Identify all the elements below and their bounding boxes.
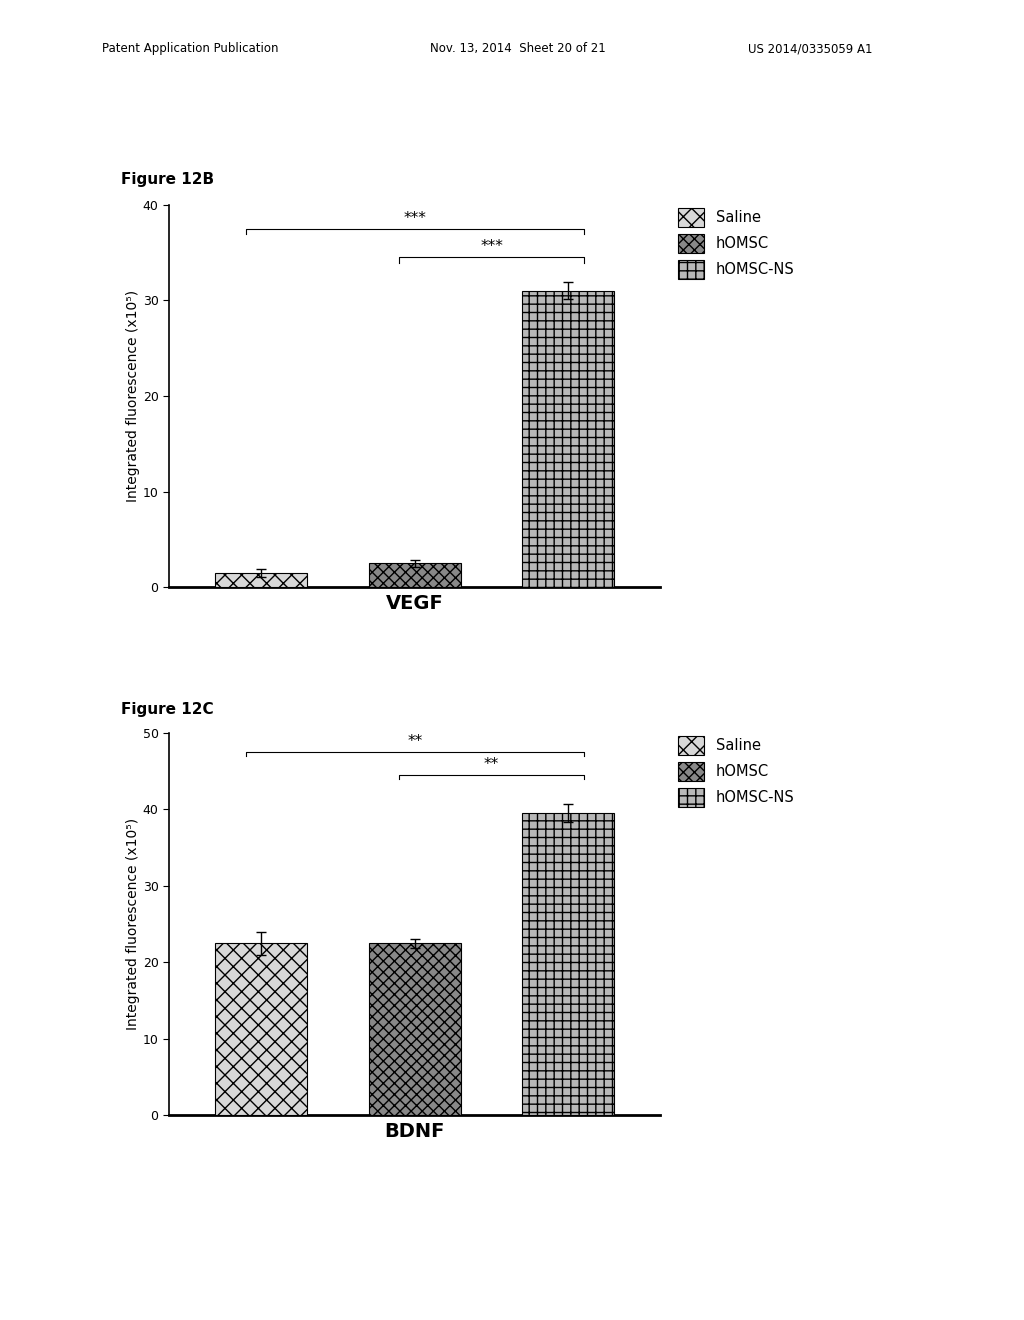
Text: **: **: [484, 758, 499, 772]
Bar: [369, 564, 461, 587]
Text: Patent Application Publication: Patent Application Publication: [102, 42, 279, 55]
X-axis label: VEGF: VEGF: [386, 594, 443, 614]
Text: **: **: [408, 734, 422, 750]
Text: ***: ***: [480, 239, 503, 255]
Legend: Saline, hOMSC, hOMSC-NS: Saline, hOMSC, hOMSC-NS: [678, 737, 795, 807]
Bar: [522, 290, 614, 587]
X-axis label: BDNF: BDNF: [385, 1122, 444, 1142]
Bar: [215, 942, 307, 1115]
Bar: [215, 573, 307, 587]
Text: US 2014/0335059 A1: US 2014/0335059 A1: [748, 42, 872, 55]
Text: ***: ***: [403, 211, 426, 226]
Text: Figure 12C: Figure 12C: [121, 702, 213, 717]
Bar: [369, 942, 461, 1115]
Legend: Saline, hOMSC, hOMSC-NS: Saline, hOMSC, hOMSC-NS: [678, 209, 795, 279]
Bar: [522, 813, 614, 1115]
Text: Figure 12B: Figure 12B: [121, 172, 214, 186]
Y-axis label: Integrated fluorescence (x10⁵): Integrated fluorescence (x10⁵): [126, 818, 139, 1030]
Text: Nov. 13, 2014  Sheet 20 of 21: Nov. 13, 2014 Sheet 20 of 21: [430, 42, 606, 55]
Y-axis label: Integrated fluorescence (x10⁵): Integrated fluorescence (x10⁵): [126, 290, 140, 502]
